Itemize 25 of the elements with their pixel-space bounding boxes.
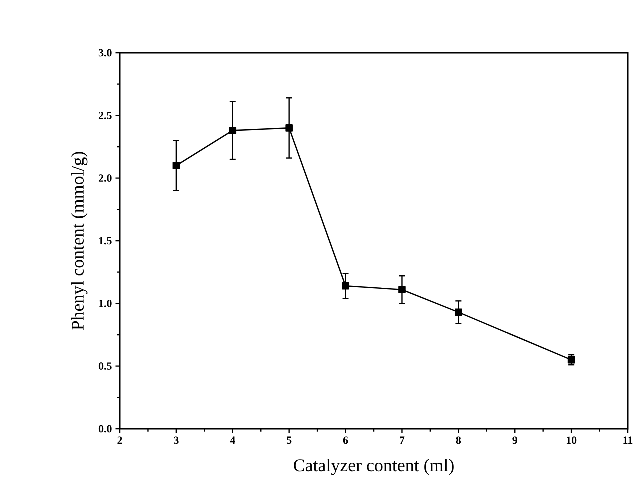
x-tick-label: 6 — [343, 436, 348, 444]
x-tick-label: 9 — [512, 436, 518, 444]
y-tick-label: 0.0 — [98, 425, 112, 433]
x-axis-title: Catalyzer content (ml) — [294, 458, 454, 476]
point — [455, 308, 462, 316]
point — [286, 124, 293, 132]
x-tick-label: 7 — [400, 436, 405, 444]
point — [172, 162, 180, 170]
x-tick-label: 5 — [287, 436, 292, 444]
y-tick-label: 2.0 — [98, 174, 112, 182]
y-axis-title: Phenyl content (mmol/g) — [71, 152, 88, 330]
x-tick-label: 8 — [456, 436, 462, 444]
point — [398, 286, 406, 294]
x-tick-label: 3 — [174, 436, 179, 444]
y-tick-label: 2.5 — [98, 112, 112, 120]
x-tick-label: 4 — [230, 436, 236, 444]
point — [342, 282, 350, 290]
y-tick-label: 1.5 — [99, 237, 112, 245]
y-tick-label: 3.0 — [98, 49, 112, 57]
y-tick-label: 1.0 — [99, 300, 112, 308]
x-tick-label: 2 — [118, 436, 122, 444]
point — [229, 127, 237, 134]
x-tick-label: 10 — [566, 436, 577, 444]
y-tick-label: 0.5 — [98, 362, 112, 370]
x-tick-label: 11 — [624, 436, 633, 444]
